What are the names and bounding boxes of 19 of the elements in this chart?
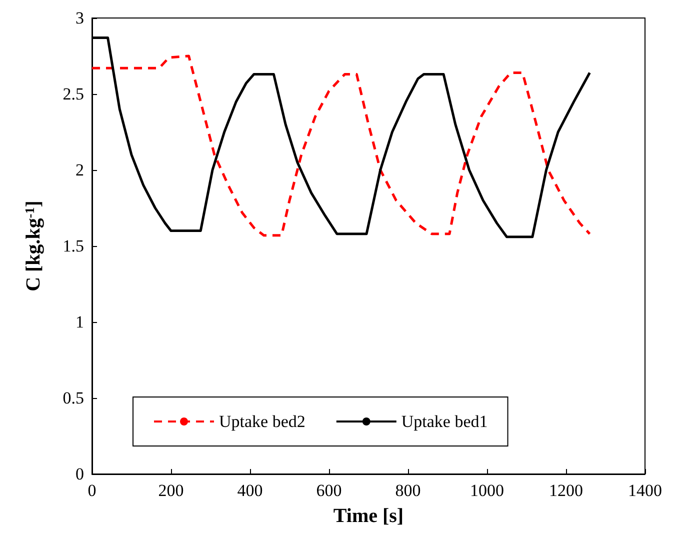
x-tick-label: 0 xyxy=(88,481,96,500)
x-tick-label: 600 xyxy=(316,481,342,500)
y-axis-title: C [kg.kg-1] xyxy=(22,200,44,292)
x-axis-title: Time [s] xyxy=(333,505,404,527)
y-tick-label: 3 xyxy=(76,8,84,28)
y-tick-label: 2 xyxy=(76,160,84,180)
x-tick-label: 800 xyxy=(395,481,421,500)
y-tick-label: 0 xyxy=(76,464,84,484)
y-tick-label: 1 xyxy=(76,312,84,332)
y-tick-label: 0.5 xyxy=(62,388,84,408)
x-tick-label: 1000 xyxy=(470,481,504,500)
legend-label: Uptake bed1 xyxy=(401,412,488,431)
x-tick-label: 1400 xyxy=(628,481,662,500)
y-tick-label: 2.5 xyxy=(62,84,84,104)
x-tick-label: 1200 xyxy=(549,481,583,500)
x-tick-label: 200 xyxy=(158,481,184,500)
y-tick-label: 1.5 xyxy=(62,236,84,256)
x-tick-label: 400 xyxy=(237,481,263,500)
legend-label: Uptake bed2 xyxy=(219,412,306,431)
